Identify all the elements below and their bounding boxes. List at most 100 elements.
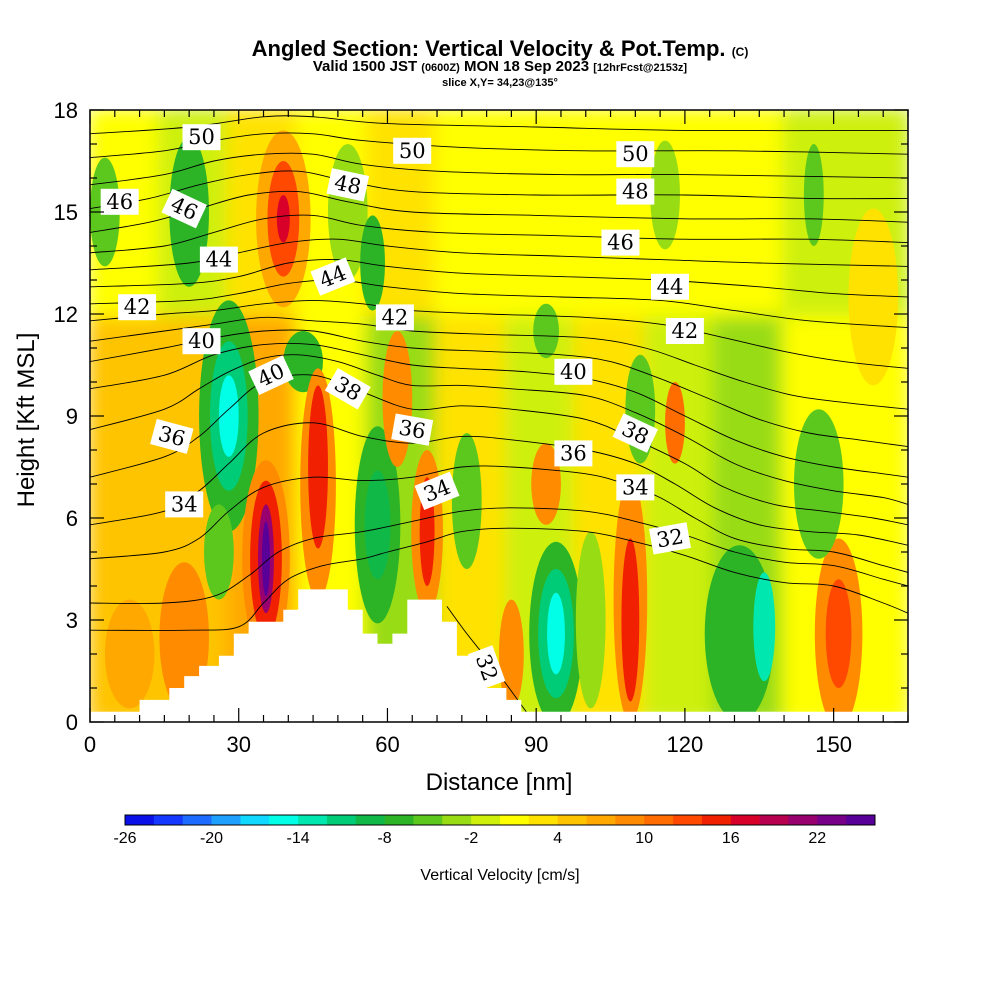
contour-label-text: 48 [332, 170, 363, 199]
colorbar-swatch [384, 815, 414, 825]
colorbar-swatch [557, 815, 587, 825]
forecast-info: [12hrFcst@2153z] [593, 62, 688, 74]
y-tick-label: 18 [54, 98, 78, 123]
colorbar-swatch [528, 815, 558, 825]
velocity-feature-37 [793, 409, 844, 559]
velocity-feature-2 [276, 195, 290, 243]
velocity-cell-16 [435, 110, 509, 316]
contour-label-bg [182, 124, 221, 151]
contour-label-bg [616, 474, 655, 501]
contour-label-21: 36 [554, 440, 593, 467]
contour-label-text: 40 [188, 329, 215, 353]
contour-label-24: 34 [616, 474, 655, 501]
colorbar-tick-label: 16 [722, 830, 740, 847]
y-tick-label: 6 [66, 506, 78, 531]
velocity-feature-16 [308, 385, 328, 549]
valid-utc: (0600Z) [421, 62, 460, 74]
colorbar-swatch [240, 815, 270, 825]
velocity-feature-36 [825, 579, 852, 688]
contour-label-text: 36 [397, 415, 427, 443]
contour-label-4: 48 [616, 178, 655, 205]
velocity-feature-24 [204, 504, 234, 600]
contour-label-bg [100, 188, 139, 215]
theta-contour-32 [90, 527, 908, 631]
colorbar-swatch [269, 815, 299, 825]
x-tick-label: 0 [84, 732, 96, 757]
y-axis-label: Height [Kft MSL] [13, 333, 40, 508]
contour-label-bg [651, 273, 689, 300]
colorbar-swatch [615, 815, 645, 825]
velocity-feature-32 [575, 531, 606, 709]
contour-label-text: 46 [607, 231, 634, 255]
velocity-feature-23 [104, 599, 155, 709]
contour-label-3: 48 [326, 168, 370, 202]
velocity-cell-17 [504, 110, 578, 316]
velocity-feature-14 [262, 521, 270, 597]
x-tick-label: 60 [375, 732, 399, 757]
contour-label-5: 46 [100, 188, 139, 215]
contour-label-bg [649, 522, 691, 555]
contour-label-text: 40 [560, 360, 587, 384]
contour-label-bg [199, 246, 238, 273]
contour-label-bg [248, 355, 294, 396]
theta-contour-41 [90, 299, 908, 369]
contour-label-16: 40 [554, 358, 593, 385]
contour-label-text: 50 [622, 142, 649, 166]
colorbar-tick-label: -8 [377, 830, 391, 847]
theta-contour-37 [90, 354, 908, 505]
contour-label-bg [393, 137, 432, 164]
theta-contour-42 [90, 279, 908, 329]
colorbar-tick-label: 10 [635, 830, 653, 847]
colorbar: -26 -20 -14 -8 -2 4 10 16 22 [113, 814, 876, 847]
contour-label-text: 34 [171, 492, 198, 516]
contour-label-7: 46 [601, 229, 640, 256]
contour-label-25: 32 [649, 522, 691, 555]
velocity-feature-41 [382, 331, 413, 467]
contour-label-text: 34 [622, 475, 649, 499]
contour-label-bg [310, 257, 356, 296]
theta-contour-36 [90, 374, 908, 526]
contour-label-bg [391, 413, 434, 446]
colorbar-swatch [125, 815, 155, 825]
contour-label-text: 42 [124, 295, 151, 319]
theta-contour-35 [90, 422, 908, 546]
contour-label-19: 36 [150, 418, 194, 454]
contour-label-text: 46 [106, 190, 133, 214]
contour-label-bg [118, 294, 157, 321]
contour-label-bg [554, 440, 593, 467]
contour-label-text: 50 [399, 139, 426, 163]
x-tick-label: 120 [667, 732, 704, 757]
colorbar-swatch [788, 815, 818, 825]
contour-label-bg [161, 188, 207, 229]
contour-label-text: 42 [382, 305, 409, 329]
contour-label-text: 32 [655, 524, 685, 552]
velocity-feature-40 [533, 303, 559, 359]
contour-label-14: 40 [182, 328, 221, 355]
contour-label-text: 50 [188, 125, 215, 149]
valid-date: MON 18 Sep 2023 [463, 58, 590, 75]
y-tick-label: 15 [54, 200, 78, 225]
contour-label-bg [326, 168, 370, 202]
velocity-feature-18 [364, 470, 391, 580]
contour-label-0: 50 [182, 124, 221, 151]
contour-label-20: 36 [391, 413, 434, 446]
theta-contour-33 [90, 507, 908, 604]
contour-label-bg [375, 304, 414, 331]
colorbar-swatch [673, 815, 703, 825]
y-tick-label: 9 [66, 404, 78, 429]
y-tick-label: 3 [66, 608, 78, 633]
contour-label-bg [616, 141, 655, 168]
velocity-feature-21 [451, 433, 482, 569]
colorbar-swatch [644, 815, 674, 825]
contour-label-text: 48 [622, 180, 649, 204]
colorbar-frame [124, 814, 876, 826]
theta-contour-45 [90, 214, 908, 254]
contour-label-10: 44 [651, 273, 689, 300]
theta-contour-43 [90, 259, 908, 298]
chart-title-text: Angled Section: Vertical Velocity & Pot.… [251, 36, 726, 61]
contour-label-bg [616, 178, 655, 205]
colorbar-swatch [701, 815, 732, 825]
